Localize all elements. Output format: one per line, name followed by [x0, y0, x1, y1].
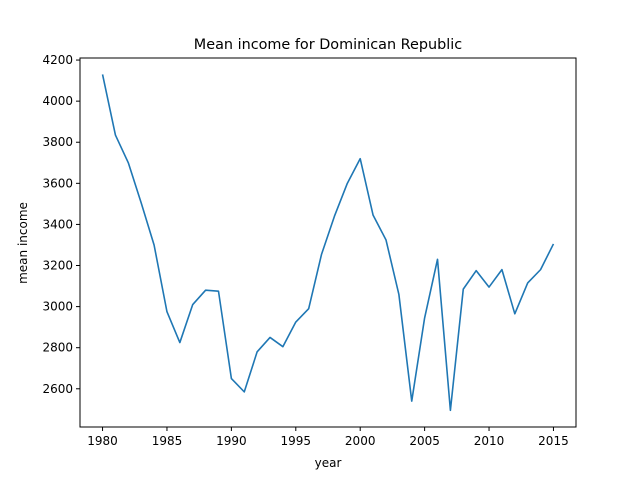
y-tick-label: 3600: [42, 176, 73, 190]
y-tick-label: 2800: [42, 341, 73, 355]
x-tick-label: 2000: [345, 434, 376, 448]
x-tick-label: 2015: [538, 434, 569, 448]
x-tick-label: 1990: [216, 434, 247, 448]
y-tick-label: 3200: [42, 259, 73, 273]
x-tick-label: 1995: [281, 434, 312, 448]
y-tick-label: 4000: [42, 94, 73, 108]
chart-title: Mean income for Dominican Republic: [194, 37, 462, 53]
y-axis-label: mean income: [16, 202, 30, 284]
axes-frame: [79, 57, 577, 428]
x-tick-label: 2010: [474, 434, 505, 448]
plot-area: 1980 1985 1990 1995 2000 2005 2010 2015 2600 2800…: [42, 53, 577, 448]
x-tick-label: 2005: [409, 434, 440, 448]
x-tick-label: 1980: [87, 434, 118, 448]
y-tick-label: 3400: [42, 217, 73, 231]
x-axis-label: year: [315, 456, 342, 470]
y-tick-label: 3000: [42, 300, 73, 314]
y-tick-label: 4200: [42, 53, 73, 67]
series-line-0: [101, 74, 555, 412]
y-tick-label: 2600: [42, 382, 73, 396]
y-tick-label: 3800: [42, 135, 73, 149]
x-tick-label: 1985: [152, 434, 183, 448]
